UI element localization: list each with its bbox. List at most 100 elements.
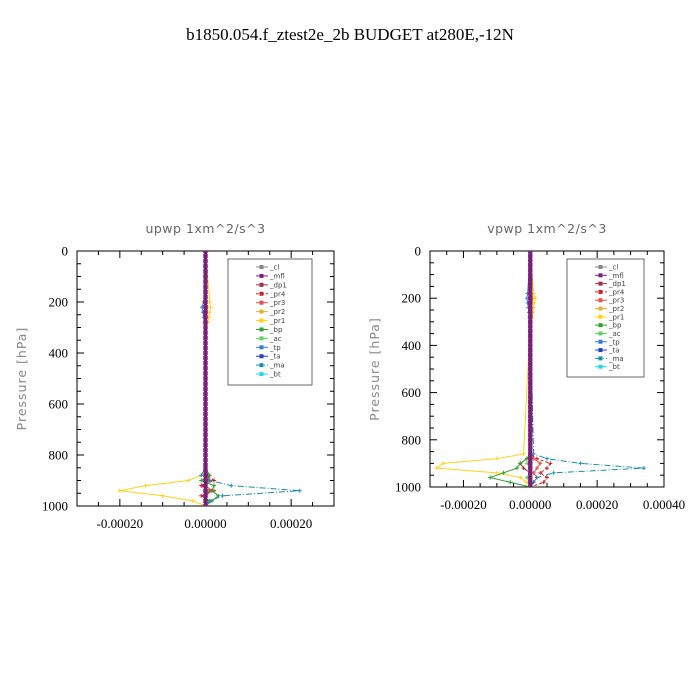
upwp-series-marker-pr1 <box>208 305 213 310</box>
vpwp-legend-box <box>566 258 645 378</box>
upwp-legend-marker <box>259 354 264 359</box>
vpwp-mfl-marker <box>528 380 533 386</box>
vpwp-legend-label: _bp <box>608 322 622 330</box>
vpwp-series-marker-pr1 <box>494 456 499 461</box>
upwp-series-marker-pr1 <box>207 310 212 315</box>
vpwp-series-marker-ma <box>641 466 646 471</box>
upwp-series-marker-pr1 <box>190 498 195 503</box>
upwp-mfl-marker <box>203 463 208 468</box>
vpwp-y-tick-label: 400 <box>402 338 422 353</box>
vpwp-legend-marker <box>598 273 603 278</box>
upwp-mfl-marker <box>203 325 208 330</box>
upwp-y-tick-label: 200 <box>49 295 69 310</box>
vpwp-series-marker-pr1 <box>518 475 523 480</box>
upwp-legend-label: _bp <box>269 326 283 334</box>
upwp-mfl-marker <box>203 289 208 294</box>
upwp-mfl-marker <box>203 279 208 284</box>
upwp-legend-label: _dp1 <box>269 281 287 289</box>
upwp-legend-label: _ac <box>269 335 282 343</box>
upwp-legend-marker <box>259 273 264 278</box>
vpwp-x-tick-label: 0.00040 <box>643 497 685 512</box>
vpwp-y-tick-label: 1000 <box>395 480 421 495</box>
vpwp-mfl-marker <box>528 277 533 282</box>
vpwp-series-marker-pr3 <box>538 461 543 466</box>
upwp-mfl-marker <box>203 391 208 396</box>
vpwp-mfl-marker <box>528 310 533 315</box>
vpwp-x-tick-label: 0.00020 <box>576 497 618 512</box>
vpwp-series-group <box>434 251 646 487</box>
upwp-mfl-marker <box>203 447 208 453</box>
upwp-mfl-marker <box>203 452 208 458</box>
upwp-legend-label: _pr3 <box>269 299 285 307</box>
vpwp-series-marker-pr1 <box>494 470 499 475</box>
vpwp-legend-marker <box>598 289 603 294</box>
vpwp-series-marker-pr1 <box>441 461 446 466</box>
upwp-mfl-marker <box>203 442 208 447</box>
upwp-legend-marker <box>259 345 264 350</box>
vpwp-legend-marker <box>598 348 603 353</box>
upwp-chart: upwp 1xm^2/s^3 Pressure [hPa] 0 200 400 600… <box>14 221 335 531</box>
upwp-mfl-marker <box>203 437 208 442</box>
vpwp-mfl-marker <box>528 314 533 320</box>
upwp-series-marker-pr4 <box>199 483 204 488</box>
upwp-legend-marker <box>259 318 264 323</box>
vpwp-mfl-marker <box>528 281 533 287</box>
vpwp-mfl-marker <box>528 390 533 395</box>
upwp-mfl-marker <box>203 401 208 407</box>
vpwp-legend-marker <box>598 265 603 269</box>
upwp-legend-marker <box>259 309 264 314</box>
upwp-legend-label: _cl <box>269 264 279 272</box>
vpwp-legend-label: _mfl <box>608 272 624 280</box>
upwp-mfl-marker <box>203 417 208 422</box>
vpwp-series-marker-pr4 <box>545 475 549 480</box>
upwp-legend-label: _mfl <box>269 272 285 280</box>
upwp-legend-label: _tp <box>269 344 281 352</box>
vpwp-series-line-pr1 <box>435 251 536 487</box>
upwp-series-marker-pr4 <box>199 493 204 498</box>
upwp-mfl-marker <box>203 376 208 381</box>
vpwp-series-marker-ma <box>578 461 583 466</box>
vpwp-mfl-marker <box>528 291 533 296</box>
upwp-legend-label: _pr4 <box>269 290 286 298</box>
vpwp-series-marker-pr4 <box>541 480 546 485</box>
vpwp-series-marker-bp <box>514 466 519 471</box>
vpwp-series-marker-pr4 <box>545 466 549 471</box>
vpwp-legend-label: _cl <box>608 264 618 272</box>
vpwp-mfl-marker <box>528 362 533 367</box>
upwp-y-axis-label: Pressure [hPa] <box>14 327 29 431</box>
vpwp-y-tick-label: 800 <box>402 432 422 447</box>
vpwp-series-marker-dp1 <box>521 466 526 471</box>
vpwp-legend-label: _ta <box>608 347 620 355</box>
upwp-mfl-marker <box>203 315 208 320</box>
upwp-legend-label: _pr2 <box>269 308 285 316</box>
upwp-mfl-marker <box>203 269 208 274</box>
upwp-mfl-marker <box>203 310 208 315</box>
upwp-y-tick-label: 400 <box>49 346 69 361</box>
upwp-series-marker-ma <box>229 483 234 488</box>
upwp-mfl-marker <box>203 473 208 478</box>
vpwp-legend-label: _pr1 <box>608 313 624 321</box>
upwp-legend-marker <box>259 327 264 332</box>
vpwp-mfl-marker <box>528 456 533 461</box>
upwp-legend-marker <box>259 300 264 305</box>
vpwp-legend-marker <box>598 331 603 336</box>
vpwp-series-marker-bp <box>518 461 523 466</box>
vpwp-mfl-marker <box>528 343 533 348</box>
upwp-mfl-marker <box>203 457 208 463</box>
vpwp-mfl-marker <box>528 267 533 273</box>
vpwp-mfl-marker <box>528 329 533 334</box>
upwp-mfl-marker <box>203 350 208 356</box>
upwp-series-marker-bp <box>209 488 214 493</box>
upwp-mfl-marker <box>203 330 208 335</box>
vpwp-mfl-marker <box>528 432 533 438</box>
vpwp-mfl-marker <box>528 300 533 306</box>
vpwp-mfl-marker <box>528 451 533 457</box>
upwp-mfl-marker <box>203 483 208 488</box>
upwp-mfl-marker <box>203 468 208 473</box>
vpwp-mfl-marker <box>528 272 533 277</box>
vpwp-legend-label: _pr2 <box>608 305 624 313</box>
upwp-mfl-marker <box>203 345 208 351</box>
vpwp-x-tick-label: -0.00020 <box>440 497 487 512</box>
vpwp-mfl-marker <box>528 319 533 324</box>
upwp-mfl-marker <box>203 264 208 269</box>
